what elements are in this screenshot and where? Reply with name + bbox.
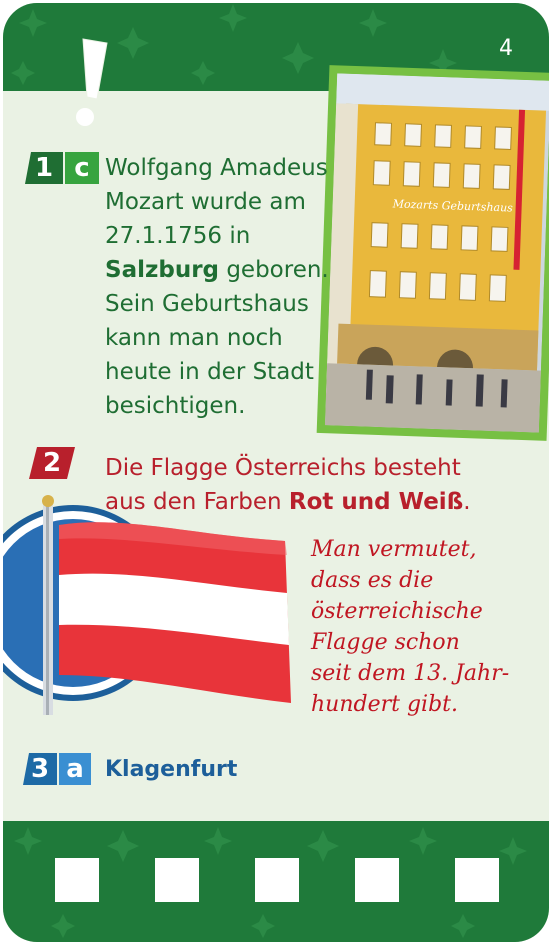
note-line: hundert gibt. [311, 692, 458, 717]
answer-1-line: Wolfgang Amadeus [105, 155, 328, 181]
flag-icon [3, 495, 291, 715]
answer-3a-badge: 3 a [23, 753, 91, 785]
answer-2-badge: 2 [29, 447, 75, 479]
answer-2-text: Die Flagge Österreichs besteht aus den F… [105, 451, 525, 519]
note-line: Flagge schon [311, 630, 460, 655]
answer-2-line: Die Flagge Österreichs besteht [105, 455, 461, 481]
checkbox-square [355, 858, 399, 902]
exclamation-icon [76, 38, 108, 126]
note-line: Man vermutet, [311, 537, 477, 562]
answer-1-line-rest: geboren. [219, 257, 329, 283]
answer-1c-badge: 1 c [25, 152, 99, 184]
answer-2-line: aus den Farben Rot und Weiß. [105, 485, 525, 519]
answer-checkboxes [3, 858, 549, 918]
note-line: österreichische [311, 599, 483, 624]
birthplace-city: Salzburg [105, 257, 220, 283]
answer-1-line: heute in der Stadt [105, 359, 314, 385]
note-line: seit dem 13. Jahr- [311, 661, 510, 686]
checkbox-square [155, 858, 199, 902]
answer-1-text: Wolfgang Amadeus Mozart wurde am 27.1.17… [105, 151, 335, 423]
edelweiss-pattern [11, 4, 457, 85]
answer-2-line-pre: aus den Farben [105, 489, 289, 515]
answer-1-line: 27.1.1756 in [105, 223, 251, 249]
answer-1-line: besichtigen. [105, 393, 246, 419]
edelweiss-pattern [14, 827, 527, 938]
badge-number: 1 [25, 152, 63, 184]
building-illustration: Mozarts Geburtshaus [324, 73, 549, 433]
checkbox-square [455, 858, 499, 902]
answer-1-line: Sein Geburtshaus [105, 291, 309, 317]
answer-1-line: Mozart wurde am [105, 189, 306, 215]
answer-2-line-post: . [463, 489, 471, 515]
flag-colors: Rot und Weiß [288, 489, 464, 515]
badge-number: 2 [29, 447, 75, 479]
quiz-card: 4 Mozarts Geburtshaus [3, 3, 549, 942]
badge-letter: c [65, 152, 99, 184]
answer-1-line: Salzburg geboren. [105, 253, 335, 287]
flag-history-note: Man vermutet, dass es die österreichisch… [311, 534, 511, 720]
checkbox-square [255, 858, 299, 902]
answer-3-text: Klagenfurt [105, 757, 238, 782]
photo-sign: Mozarts Geburtshaus [391, 197, 513, 214]
badge-letter: a [59, 753, 91, 785]
answer-1-line: kann man noch [105, 325, 283, 351]
note-line: dass es die [311, 568, 434, 593]
checkbox-square [55, 858, 99, 902]
card-number: 4 [499, 36, 513, 61]
badge-number: 3 [23, 753, 57, 785]
austrian-flag-illustration [3, 495, 303, 729]
mozart-birthplace-photo: Mozarts Geburtshaus [316, 65, 549, 441]
